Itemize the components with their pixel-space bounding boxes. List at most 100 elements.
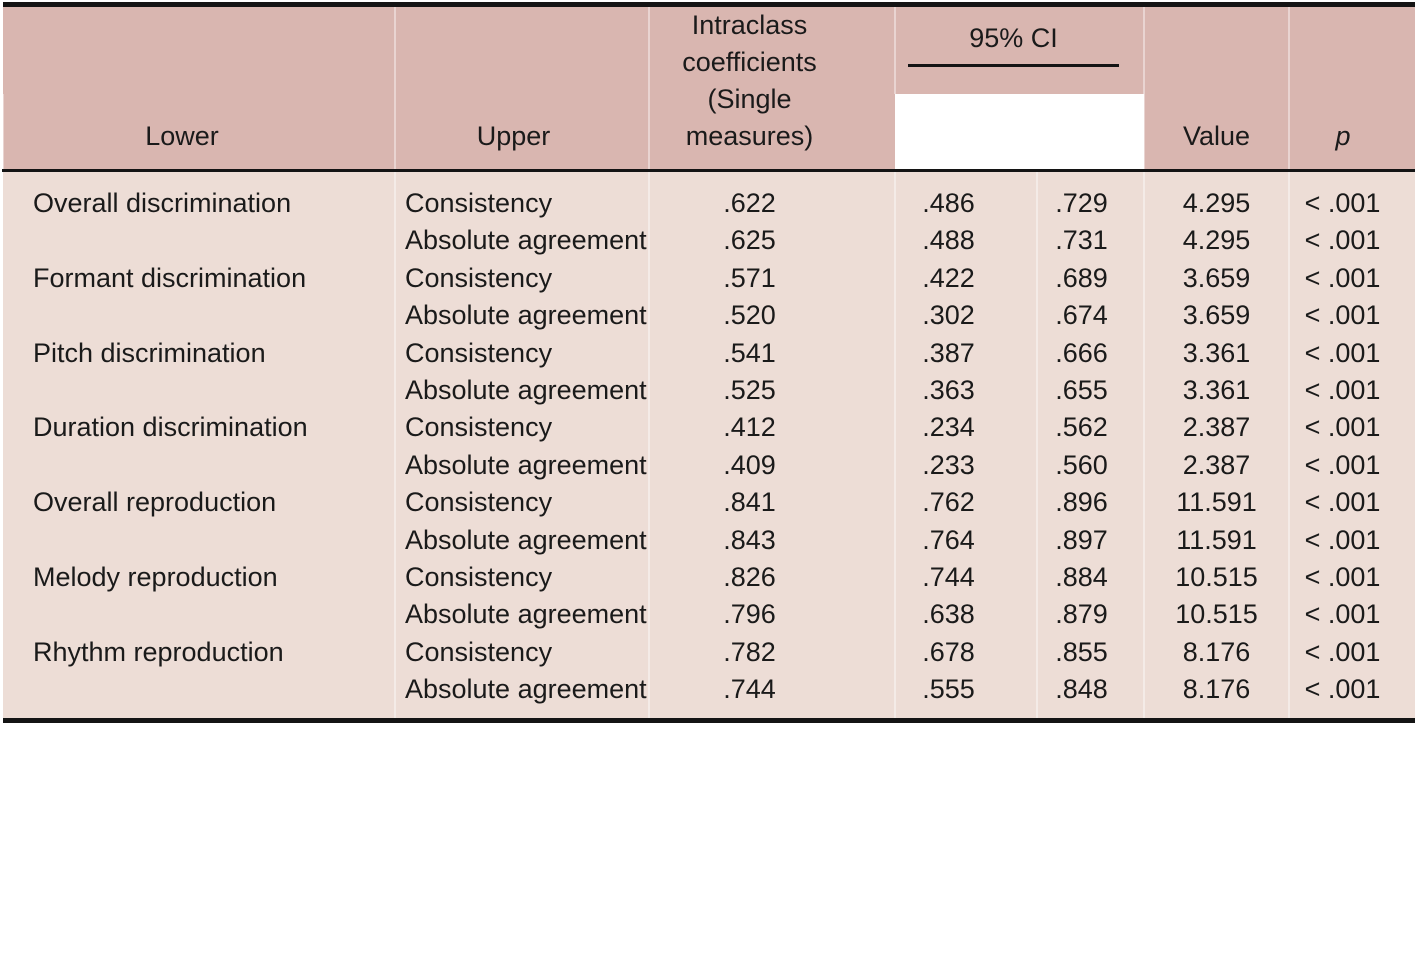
icc-value: .525 bbox=[648, 372, 895, 410]
p-value: < .001 bbox=[1288, 334, 1416, 373]
ci-lower-value: .387 bbox=[894, 334, 1037, 373]
table-row: Absolute agreement .625 .488 .731 4.295 … bbox=[3, 222, 1416, 260]
measure-type: Absolute agreement bbox=[394, 671, 649, 721]
table-row: Absolute agreement .520 .302 .674 3.659 … bbox=[3, 297, 1416, 335]
p-value: < .001 bbox=[1288, 521, 1416, 560]
header-value: Value bbox=[1143, 4, 1290, 171]
icc-value: .625 bbox=[648, 222, 895, 260]
icc-value: .409 bbox=[648, 446, 895, 485]
measure-type: Consistency bbox=[394, 334, 649, 373]
f-value: 11.591 bbox=[1143, 521, 1290, 560]
table-row: Formant discrimination Consistency .571 … bbox=[3, 259, 1416, 335]
header-empty-outcome bbox=[3, 4, 395, 94]
table-row: Melody reproduction Consistency .826 .74… bbox=[3, 559, 1416, 634]
row-label: Duration discrimination bbox=[3, 409, 395, 485]
icc-value: .541 bbox=[648, 334, 895, 373]
f-value: 2.387 bbox=[1143, 446, 1290, 485]
f-value: 11.591 bbox=[1143, 484, 1290, 522]
ci-upper-value: .674 bbox=[1035, 297, 1145, 335]
row-label: Overall discrimination bbox=[3, 168, 395, 260]
p-value: < .001 bbox=[1288, 596, 1416, 634]
header-ci-label: 95% CI bbox=[908, 7, 1120, 67]
ci-upper-value: .560 bbox=[1035, 446, 1145, 485]
icc-value: .843 bbox=[648, 521, 895, 560]
icc-value: .782 bbox=[648, 633, 895, 672]
header-p: p bbox=[1288, 4, 1416, 171]
header-row-top: Intraclass coefficients (Single measures… bbox=[3, 4, 1416, 171]
measure-type: Consistency bbox=[394, 259, 649, 298]
table-row: Absolute agreement .843 .764 .897 11.591… bbox=[3, 521, 1416, 560]
p-value: < .001 bbox=[1288, 259, 1416, 298]
row-label: Pitch discrimination bbox=[3, 334, 395, 410]
p-value: < .001 bbox=[1288, 222, 1416, 260]
header-ci-group: 95% CI bbox=[893, 4, 1145, 94]
measure-type: Absolute agreement bbox=[394, 446, 649, 485]
table-row: Overall reproduction Consistency .841 .7… bbox=[3, 484, 1416, 560]
ci-lower-value: .744 bbox=[894, 559, 1037, 597]
ci-upper-value: .897 bbox=[1035, 521, 1145, 560]
ci-lower-value: .363 bbox=[894, 372, 1037, 410]
row-label: Rhythm reproduction bbox=[3, 633, 395, 721]
p-value: < .001 bbox=[1288, 671, 1416, 721]
measure-type: Consistency bbox=[394, 409, 649, 447]
measure-type: Consistency bbox=[394, 484, 649, 522]
header-intraclass: Intraclass coefficients (Single measures… bbox=[648, 4, 895, 171]
p-value: < .001 bbox=[1288, 297, 1416, 335]
p-value: < .001 bbox=[1288, 446, 1416, 485]
icc-value: .412 bbox=[648, 409, 895, 447]
ci-lower-value: .233 bbox=[894, 446, 1037, 485]
table-body: Overall discrimination Consistency .622 … bbox=[3, 168, 1416, 721]
header-lower: Lower bbox=[2, 93, 395, 171]
f-value: 8.176 bbox=[1143, 671, 1290, 721]
table-row: Absolute agreement .409 .233 .560 2.387 … bbox=[3, 446, 1416, 485]
f-value: 3.361 bbox=[1143, 334, 1290, 373]
f-value: 3.659 bbox=[1143, 259, 1290, 298]
table-row: Absolute agreement .525 .363 .655 3.361 … bbox=[3, 372, 1416, 410]
ci-upper-value: .896 bbox=[1035, 484, 1145, 522]
icc-value: .571 bbox=[648, 259, 895, 298]
row-label: Formant discrimination bbox=[3, 259, 395, 335]
f-value: 10.515 bbox=[1143, 596, 1290, 634]
ci-lower-value: .234 bbox=[894, 409, 1037, 447]
table-row: Overall discrimination Consistency .622 … bbox=[3, 168, 1416, 260]
ci-upper-value: .689 bbox=[1035, 259, 1145, 298]
icc-value: .841 bbox=[648, 484, 895, 522]
icc-value: .622 bbox=[648, 169, 895, 223]
ci-upper-value: .879 bbox=[1035, 596, 1145, 634]
table-row: Absolute agreement .744 .555 .848 8.176 … bbox=[3, 671, 1416, 721]
ci-upper-value: .729 bbox=[1035, 169, 1145, 223]
p-value: < .001 bbox=[1288, 409, 1416, 447]
icc-value: .744 bbox=[648, 671, 895, 721]
measure-type: Absolute agreement bbox=[394, 222, 649, 260]
ci-upper-value: .655 bbox=[1035, 372, 1145, 410]
ci-upper-value: .884 bbox=[1035, 559, 1145, 597]
table-row: Pitch discrimination Consistency .541 .3… bbox=[3, 334, 1416, 410]
measure-type: Absolute agreement bbox=[394, 297, 649, 335]
ci-lower-value: .302 bbox=[894, 297, 1037, 335]
table-row: Rhythm reproduction Consistency .782 .67… bbox=[3, 633, 1416, 721]
f-value: 4.295 bbox=[1143, 222, 1290, 260]
header-empty-measure bbox=[394, 4, 649, 94]
p-value: < .001 bbox=[1288, 372, 1416, 410]
p-value: < .001 bbox=[1288, 169, 1416, 223]
ci-lower-value: .762 bbox=[894, 484, 1037, 522]
table-row: Duration discrimination Consistency .412… bbox=[3, 409, 1416, 485]
ci-lower-value: .488 bbox=[894, 222, 1037, 260]
header-upper: Upper bbox=[394, 93, 649, 171]
ci-upper-value: .848 bbox=[1035, 671, 1145, 721]
row-label: Overall reproduction bbox=[3, 484, 395, 560]
ci-lower-value: .764 bbox=[894, 521, 1037, 560]
table-row: Absolute agreement .796 .638 .879 10.515… bbox=[3, 596, 1416, 634]
ci-lower-value: .422 bbox=[894, 259, 1037, 298]
ci-lower-value: .678 bbox=[894, 633, 1037, 672]
f-value: 3.361 bbox=[1143, 372, 1290, 410]
ci-lower-value: .486 bbox=[894, 169, 1037, 223]
f-value: 4.295 bbox=[1143, 169, 1290, 223]
icc-value: .796 bbox=[648, 596, 895, 634]
icc-value: .826 bbox=[648, 559, 895, 597]
ci-upper-value: .562 bbox=[1035, 409, 1145, 447]
table-header: Intraclass coefficients (Single measures… bbox=[2, 4, 1416, 171]
ci-lower-value: .555 bbox=[894, 671, 1037, 721]
measure-type: Absolute agreement bbox=[394, 521, 649, 560]
measure-type: Consistency bbox=[394, 633, 649, 672]
